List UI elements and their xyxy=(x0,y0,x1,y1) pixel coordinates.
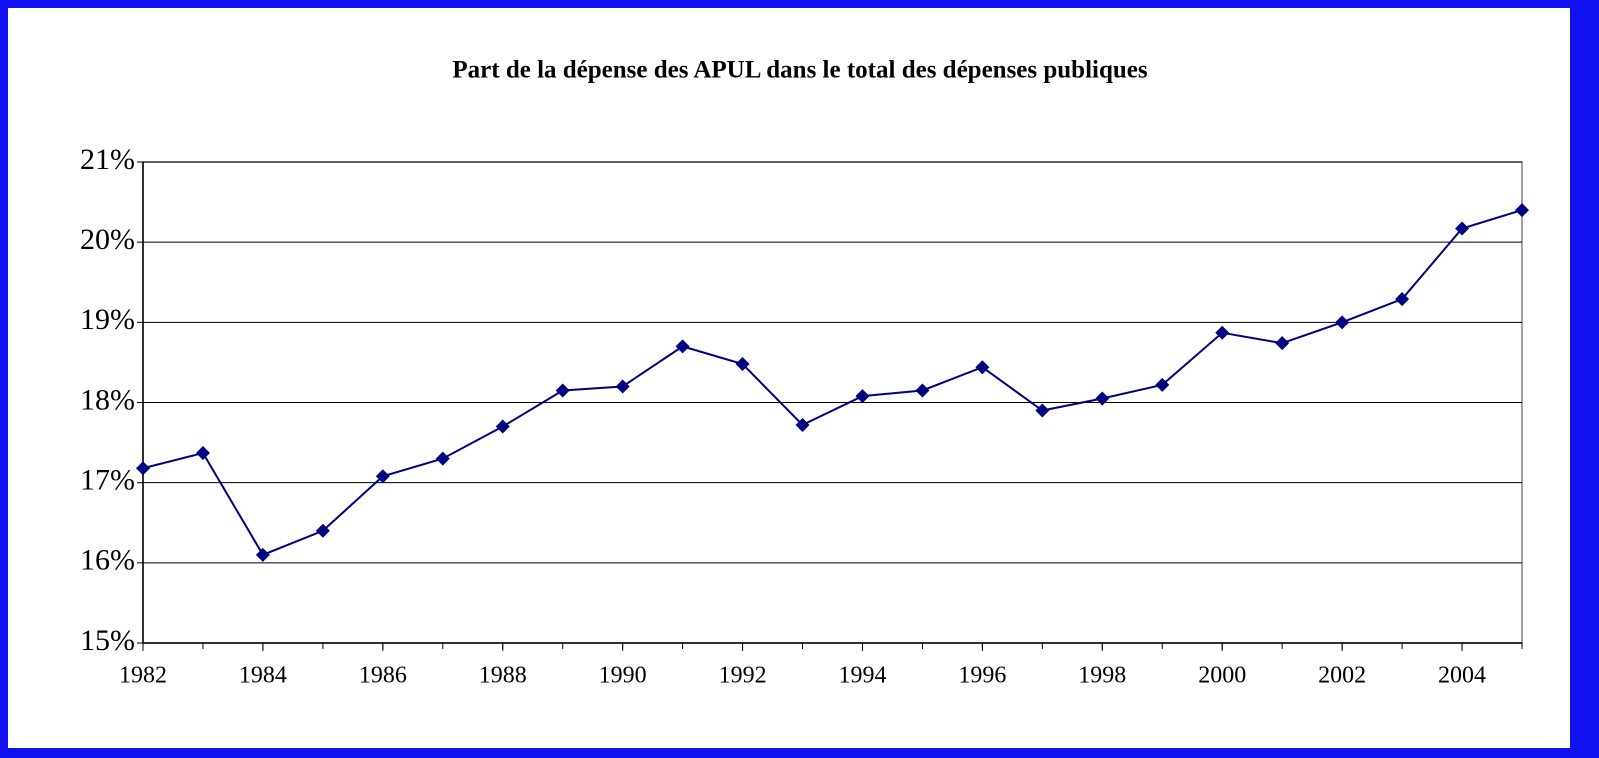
y-tick-label: 17% xyxy=(80,464,135,497)
marker xyxy=(495,419,510,434)
marker xyxy=(315,523,330,538)
y-tick-label: 20% xyxy=(80,223,135,256)
marker xyxy=(1395,292,1410,307)
y-tick-label: 21% xyxy=(80,143,135,176)
marker xyxy=(255,547,270,562)
marker xyxy=(136,461,150,476)
x-tick-label: 1986 xyxy=(359,663,407,689)
x-tick-label: 1982 xyxy=(119,663,167,689)
marker xyxy=(195,446,210,461)
marker xyxy=(675,339,690,354)
x-tick-label: 1990 xyxy=(599,663,647,689)
marker xyxy=(1275,336,1290,351)
x-tick-label: 1994 xyxy=(838,663,886,689)
marker xyxy=(375,469,390,484)
marker xyxy=(1095,391,1110,406)
marker xyxy=(1515,203,1529,218)
marker xyxy=(975,360,990,375)
marker xyxy=(615,379,630,394)
x-tick-label: 2000 xyxy=(1198,663,1246,689)
marker xyxy=(435,451,450,466)
marker xyxy=(555,383,570,398)
marker xyxy=(1455,221,1470,236)
marker xyxy=(735,357,750,372)
series-line xyxy=(142,209,1523,557)
marker xyxy=(855,389,870,404)
marker xyxy=(1215,325,1230,340)
y-tick-label: 15% xyxy=(80,624,135,657)
marker xyxy=(915,383,930,398)
x-tick-label: 1992 xyxy=(719,663,767,689)
x-tick-label: 1996 xyxy=(958,663,1006,689)
x-tick-label: 2004 xyxy=(1438,663,1486,689)
marker xyxy=(795,417,810,432)
x-tick-label: 1998 xyxy=(1078,663,1126,689)
slide xyxy=(8,8,1570,748)
x-tick-label: 2002 xyxy=(1318,663,1366,689)
marker xyxy=(1155,377,1170,392)
x-tick-label: 1988 xyxy=(479,663,527,689)
y-tick-label: 16% xyxy=(80,544,135,577)
x-tick-label: 1984 xyxy=(239,663,287,689)
marker xyxy=(1035,403,1050,418)
y-tick-label: 18% xyxy=(80,383,135,416)
chart-title: Part de la dépense des APUL dans le tota… xyxy=(452,57,1148,84)
marker xyxy=(1335,315,1350,330)
y-tick-label: 19% xyxy=(80,303,135,336)
